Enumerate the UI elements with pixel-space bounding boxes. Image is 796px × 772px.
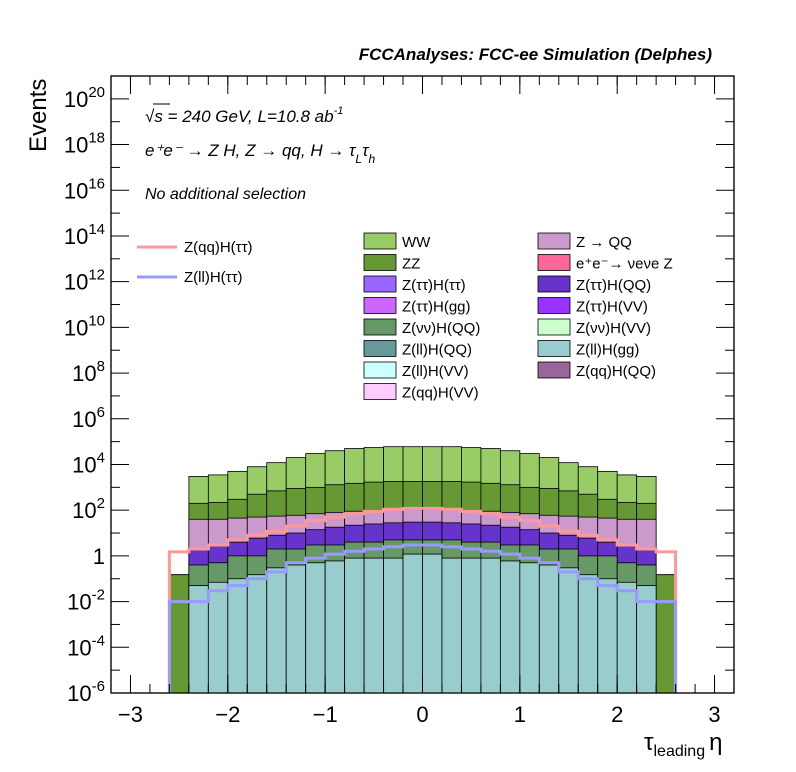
y-tick-label: 1012 (64, 267, 105, 295)
chart-title: FCCAnalyses: FCC-ee Simulation (Delphes) (359, 45, 713, 64)
legend-fill-swatch (537, 275, 571, 293)
y-tick-label: 108 (72, 358, 105, 386)
legend-fill-label: Z(νν)H(VV) (576, 320, 651, 337)
legend-fill-swatch (363, 254, 397, 271)
y-tick-label: 106 (72, 404, 105, 432)
legend-line-label: Z(ll)H(ττ) (184, 269, 243, 286)
x-axis-ticks: −3 −2 −1 0 1 2 3 (110, 76, 735, 727)
y-tick-label: 1 (93, 544, 105, 569)
bar-z-ll-h-gg--8 (324, 560, 346, 694)
bar-z-ll-h-gg--7 (305, 562, 326, 694)
plot-frame (110, 75, 735, 694)
bar-zz-25 (655, 574, 676, 694)
y-tick-label: 1020 (64, 84, 105, 112)
legend-fill-swatch (537, 297, 571, 314)
y-tick-label: 1018 (64, 130, 105, 158)
legend: Z(qq)H(ττ) Z(ll)H(ττ) WW Z → QQ ZZ e⁺e⁻→ νeνe… (137, 232, 673, 402)
legend-fill-label: e⁺e⁻→ νeνe Z (576, 256, 673, 273)
legend-fill-label: Z(ττ)H(gg) (402, 299, 471, 316)
y-tick-label: 102 (72, 495, 105, 523)
legend-fill-label: Z(νν)H(QQ) (402, 320, 480, 337)
legend-fill-label: Z → QQ (576, 234, 632, 251)
legend-fill-swatch (537, 232, 571, 250)
y-axis-ticks: 1020 1018 1016 1014 1012 1010 108 106 104 102 1 10-… (64, 75, 734, 706)
signal-lines (167, 506, 678, 693)
x-tick-label: −3 (118, 702, 143, 727)
legend-fill-swatch (537, 318, 571, 336)
y-tick-label: 1010 (64, 312, 105, 340)
bar-z-ll-h-gg--2 (207, 581, 229, 694)
legend-fill-label: Z(ll)H(VV) (402, 363, 469, 380)
legend-fill-swatch (363, 232, 397, 250)
legend-fill-swatch (537, 254, 571, 271)
bar-z-ll-h-gg--12 (402, 553, 423, 694)
bar-z-ll-h-gg--9 (344, 557, 365, 694)
x-tick-label: 1 (514, 702, 526, 727)
legend-fill-swatch (363, 383, 397, 400)
x-tick-label: 2 (611, 702, 623, 727)
legend-fill-swatch (363, 297, 397, 314)
legend-fill-swatch (363, 361, 397, 379)
bar-z-ll-h-gg--16 (480, 557, 501, 694)
x-tick-label: 0 (416, 702, 428, 727)
bar-z-ll-h-gg--21 (577, 574, 599, 694)
bar-z-ll-h-gg--17 (499, 560, 521, 694)
legend-fill-label: Z(ll)H(gg) (576, 342, 639, 359)
signal-line-z-ll-h- (167, 543, 678, 693)
selection-annotation: No additional selection (145, 186, 306, 203)
legend-fill-label: Z(qq)H(QQ) (576, 363, 656, 380)
bar-z-ll-h-gg--15 (461, 557, 482, 694)
y-axis-label: Events (25, 79, 52, 152)
legend-fill-label: ZZ (402, 256, 420, 273)
y-tick-label: 104 (72, 449, 105, 477)
legend-fill-swatch (537, 361, 571, 379)
y-tick-label: 10-2 (67, 587, 105, 615)
bar-z-ll-h-gg--5 (266, 567, 287, 694)
legend-fill-label: Z(qq)H(VV) (402, 385, 479, 402)
x-axis-label: τleading η (644, 729, 722, 760)
legend-fill-label: Z(ττ)H(VV) (576, 299, 648, 316)
legend-fill-swatch (363, 275, 397, 293)
y-tick-label: 10-4 (67, 632, 105, 660)
bar-zz-0 (169, 574, 190, 694)
x-tick-label: −2 (215, 702, 240, 727)
legend-fill-swatch (537, 340, 571, 357)
x-tick-label: 3 (708, 702, 720, 727)
legend-fill-label: Z(ττ)H(ττ) (402, 277, 466, 294)
bar-z-ll-h-gg--4 (246, 574, 268, 694)
legend-line-label: Z(qq)H(ττ) (184, 239, 253, 256)
bar-z-ll-h-gg--3 (227, 578, 248, 694)
bar-z-ll-h-gg--11 (383, 557, 404, 694)
y-tick-label: 10-6 (67, 678, 105, 706)
y-tick-label: 1014 (64, 221, 105, 249)
bar-z-ll-h-gg--23 (616, 581, 638, 694)
bar-z-ll-h-gg--22 (597, 578, 618, 694)
legend-fill-swatch (363, 318, 397, 336)
bar-z-ll-h-gg--18 (519, 562, 540, 694)
bar-z-ll-h-gg--13 (422, 553, 443, 694)
bar-z-ll-h-gg--10 (363, 557, 384, 694)
histogram-stack (169, 446, 676, 694)
energy-annotation: √s = 240 GeV, L=10.8 ab-1 (145, 105, 343, 126)
bar-z-ll-h-gg--6 (285, 564, 307, 694)
legend-fill-label: WW (402, 234, 431, 251)
bar-z-ll-h-gg--14 (441, 557, 462, 694)
x-tick-label: −1 (313, 702, 338, 727)
legend-fill-swatch (363, 340, 397, 357)
legend-fill-label: Z(ll)H(QQ) (402, 342, 472, 359)
bar-z-ll-h-gg--20 (558, 567, 579, 694)
legend-fill-label: Z(ττ)H(QQ) (576, 277, 651, 294)
process-annotation: e⁺e⁻ → Z H, Z → qq, H → τLτh (145, 141, 375, 166)
signal-line-z-qq-h- (167, 506, 678, 693)
y-tick-label: 1016 (64, 175, 105, 203)
bar-z-ll-h-gg--19 (538, 564, 560, 694)
